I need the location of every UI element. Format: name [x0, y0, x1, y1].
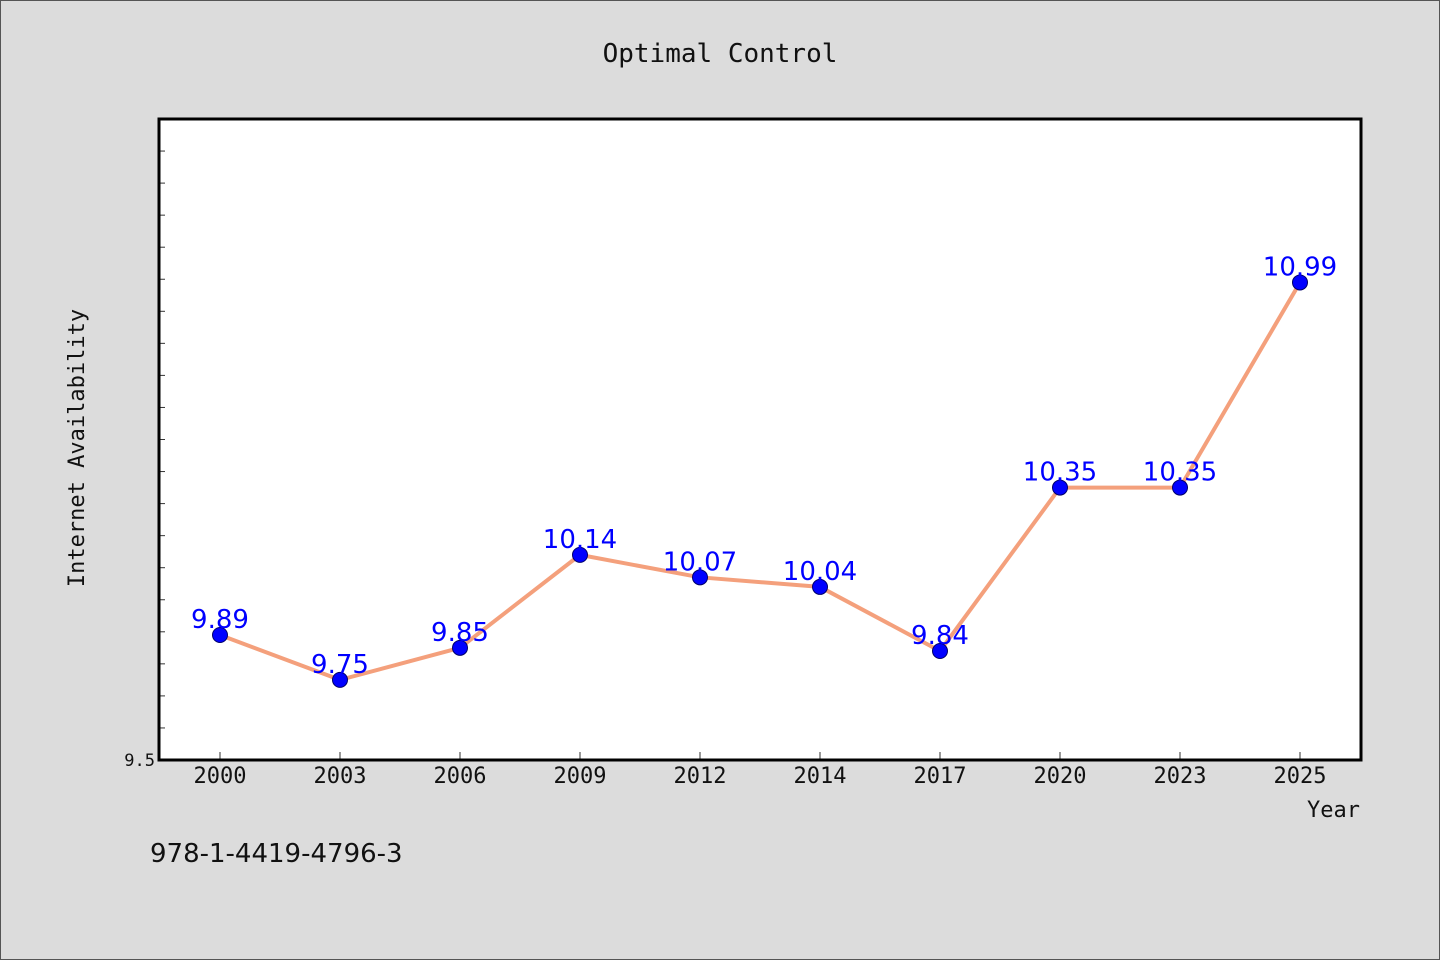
data-labels: 9.89 9.75 9.85 10.14 10.07 10.04 9.84 10.35 10.3… — [191, 252, 1337, 679]
y-tick-label: 9.5 — [124, 751, 155, 771]
data-point — [812, 578, 828, 595]
x-tick-label: 2023 — [1154, 764, 1207, 789]
data-point — [332, 671, 348, 688]
data-point — [452, 639, 468, 656]
x-tick-label: 2020 — [1034, 764, 1087, 789]
data-point — [572, 546, 588, 563]
series-line — [219, 281, 1302, 682]
plot-frame — [157, 117, 1363, 762]
data-label: 10.35 — [1143, 458, 1217, 488]
y-axis-label: Internet Availability — [65, 309, 90, 587]
data-point — [1292, 274, 1308, 291]
x-tick-label: 2012 — [674, 764, 727, 789]
data-label: 10.99 — [1263, 252, 1337, 282]
x-tick-label: 2017 — [914, 764, 967, 789]
data-label: 10.35 — [1023, 458, 1097, 488]
x-tick-label: 2003 — [314, 764, 367, 789]
data-label: 9.75 — [311, 650, 369, 680]
x-tick-label: 2006 — [434, 764, 487, 789]
plot-area — [159, 119, 1361, 760]
data-label: 9.89 — [191, 605, 249, 635]
x-tick-label: 2025 — [1274, 764, 1327, 789]
data-point — [932, 643, 948, 660]
data-label: 9.85 — [431, 618, 489, 648]
series-markers — [212, 274, 1308, 688]
data-label: 10.14 — [543, 525, 617, 555]
data-label: 10.07 — [663, 547, 737, 577]
data-label: 9.84 — [911, 621, 969, 651]
data-point — [1172, 479, 1188, 496]
data-point — [212, 627, 228, 644]
chart-title: Optimal Control — [603, 39, 838, 69]
isbn-label: 978-1-4419-4796-3 — [150, 839, 403, 869]
data-point — [692, 569, 708, 586]
x-tick-label: 2000 — [194, 764, 247, 789]
x-axis: 2000 2003 2006 2009 2012 2014 2017 2020 2023 2025 — [194, 752, 1327, 789]
x-tick-label: 2014 — [794, 764, 847, 789]
x-tick-label: 2009 — [554, 764, 607, 789]
x-axis-label: Year — [1307, 798, 1360, 823]
data-point — [1052, 479, 1068, 496]
data-label: 10.04 — [783, 557, 857, 587]
